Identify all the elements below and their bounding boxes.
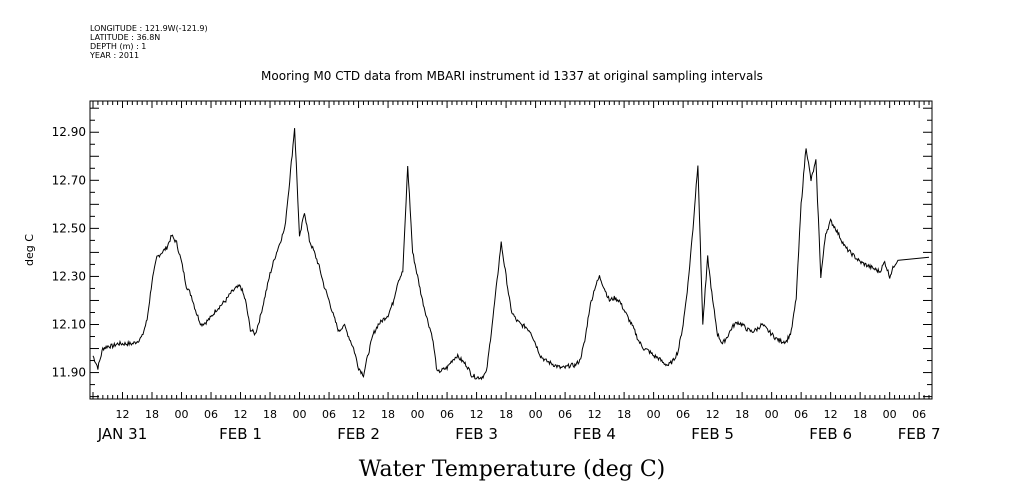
y-axis: 11.90 12.10 12.30 12.50 12.70 12.90 — [52, 107, 932, 398]
series-layer — [92, 128, 930, 381]
y-tick-label: 12.90 — [52, 125, 86, 139]
x-tick-label: 00 — [293, 408, 307, 421]
x-date-label: JAN 31 — [97, 425, 148, 443]
metadata-line: YEAR : 2011 — [89, 51, 139, 60]
y-tick-label: 12.70 — [52, 173, 86, 187]
plot-frame — [89, 100, 933, 400]
y-tick-label: 12.10 — [52, 318, 86, 332]
x-date-label: FEB 1 — [219, 425, 262, 443]
metadata-line: LATITUDE : 36.8N — [90, 33, 160, 42]
y-tick-label: 12.50 — [52, 221, 86, 235]
x-date-label: FEB 6 — [809, 425, 852, 443]
x-tick-label: 06 — [794, 408, 808, 421]
y-tick-label: 12.30 — [52, 269, 86, 283]
x-date-label: FEB 5 — [691, 425, 734, 443]
x-tick-label: 18 — [145, 408, 159, 421]
x-date-label: FEB 2 — [337, 425, 380, 443]
y-axis-label: deg C — [23, 234, 36, 266]
x-tick-label: 18 — [617, 408, 631, 421]
x-axis: 12 18 00 06 12 18 00 06 12 18 00 06 12 18 00 06 12 18 00 06… — [92, 101, 941, 443]
x-tick-label: 18 — [263, 408, 277, 421]
x-date-label: FEB 4 — [573, 425, 616, 443]
x-tick-label: 00 — [647, 408, 661, 421]
x-tick-label: 18 — [853, 408, 867, 421]
x-tick-label: 00 — [175, 408, 189, 421]
x-tick-label: 06 — [204, 408, 218, 421]
x-tick-label: 18 — [381, 408, 395, 421]
x-tick-label: 06 — [676, 408, 690, 421]
chart-title: Mooring M0 CTD data from MBARI instrumen… — [261, 69, 763, 83]
y-tick-label: 11.90 — [52, 366, 86, 380]
x-tick-label: 12 — [824, 408, 838, 421]
x-tick-label: 12 — [706, 408, 720, 421]
x-tick-label: 12 — [470, 408, 484, 421]
x-tick-label: 06 — [912, 408, 926, 421]
x-tick-label: 12 — [352, 408, 366, 421]
x-tick-label: 12 — [116, 408, 130, 421]
x-tick-label: 06 — [322, 408, 336, 421]
x-tick-label: 12 — [588, 408, 602, 421]
x-tick-label: 06 — [440, 408, 454, 421]
x-tick-label: 18 — [499, 408, 513, 421]
x-date-label: FEB 3 — [455, 425, 498, 443]
metadata-block: LONGITUDE : 121.9W(-121.9) LATITUDE : 36… — [89, 24, 208, 60]
metadata-line: DEPTH (m) : 1 — [90, 42, 146, 51]
x-tick-label: 00 — [765, 408, 779, 421]
x-tick-label: 06 — [558, 408, 572, 421]
metadata-line: LONGITUDE : 121.9W(-121.9) — [90, 24, 208, 33]
series-line — [92, 128, 930, 381]
x-date-label: FEB 7 — [898, 425, 941, 443]
x-tick-label: 00 — [529, 408, 543, 421]
x-tick-label: 12 — [234, 408, 248, 421]
x-tick-label: 18 — [735, 408, 749, 421]
x-tick-label: 00 — [883, 408, 897, 421]
x-axis-title: Water Temperature (deg C) — [359, 457, 666, 482]
x-tick-label: 00 — [411, 408, 425, 421]
